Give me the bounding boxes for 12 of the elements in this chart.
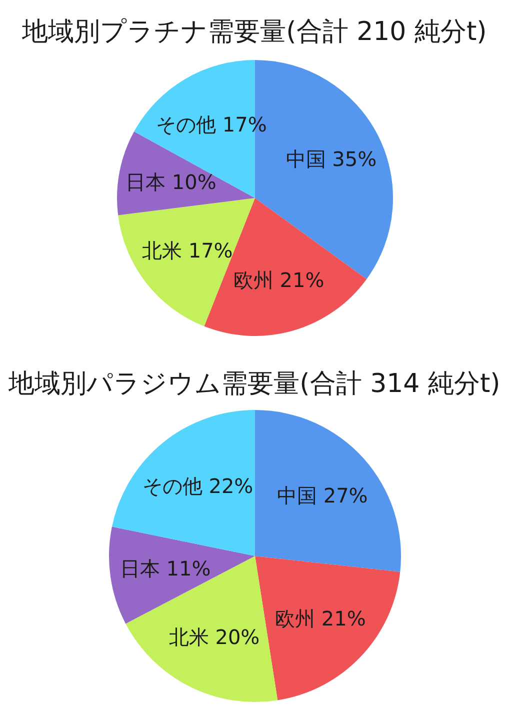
slice-label: 中国 27% (276, 484, 368, 508)
slice-label: 欧州 21% (275, 606, 366, 630)
slice-label: その他 17% (156, 112, 267, 136)
slice-label: 中国 35% (286, 147, 377, 172)
slice-label: 日本 10% (126, 170, 216, 194)
chart-title: 地域別プラチナ需要量(合計 210 純分t) (21, 17, 487, 47)
slice-label: 北米 20% (168, 624, 260, 649)
slice-label: 欧州 21% (233, 268, 324, 292)
slice-label: その他 22% (142, 474, 254, 498)
slice-label: 北米 17% (142, 238, 233, 262)
slice-label: 日本 11% (120, 556, 211, 581)
chart-title: 地域別パラジウム需要量(合計 314 純分t) (8, 369, 500, 399)
